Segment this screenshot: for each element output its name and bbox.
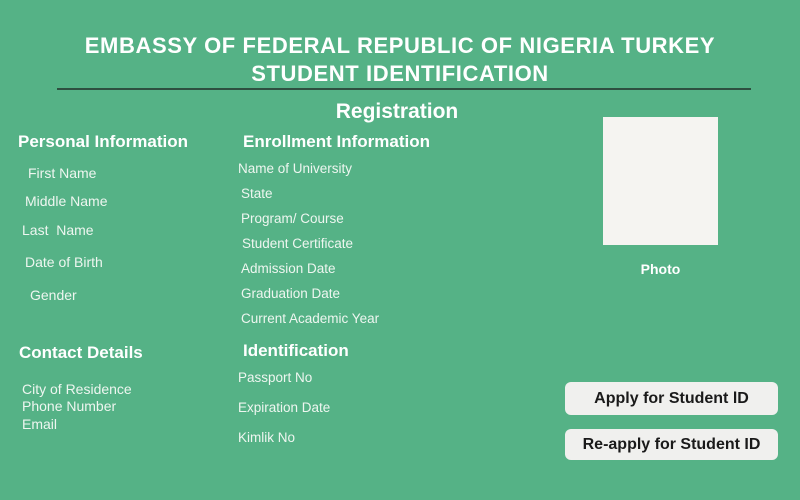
field-label-date-of-birth: Date of Birth	[25, 254, 103, 270]
page-title-line-2: STUDENT IDENTIFICATION	[251, 61, 549, 86]
field-label-state: State	[241, 186, 273, 201]
identification-heading: Identification	[243, 341, 349, 360]
reapply-student-id-button[interactable]: Re-apply for Student ID	[565, 429, 778, 460]
photo-placeholder	[603, 117, 718, 245]
registration-heading: Registration	[335, 100, 459, 123]
photo-label: Photo	[640, 261, 681, 277]
field-label-admission-date: Admission Date	[241, 261, 336, 276]
field-label-current-academic-year: Current Academic Year	[241, 311, 380, 326]
field-label-gender: Gender	[30, 287, 77, 303]
field-label-last-name: Last Name	[22, 222, 94, 238]
field-label-expiration-date: Expiration Date	[238, 400, 331, 415]
personal-information-heading: Personal Information	[18, 132, 189, 151]
field-label-name-of-university: Name of University	[238, 161, 353, 176]
field-label-email: Email	[22, 416, 58, 432]
enrollment-information-heading: Enrollment Information	[243, 132, 430, 151]
field-label-program-course: Program/ Course	[241, 211, 344, 226]
field-label-passport-no: Passport No	[238, 370, 313, 385]
apply-student-id-button[interactable]: Apply for Student lD	[565, 382, 778, 415]
field-label-student-certificate: Student Certificate	[242, 236, 354, 251]
field-label-graduation-date: Graduation Date	[241, 286, 341, 301]
field-label-middle-name: Middle Name	[25, 193, 108, 209]
field-label-city-of-residence: City of Residence	[22, 381, 132, 397]
header-divider	[57, 88, 751, 90]
page-title-line-1: EMBASSY OF FEDERAL REPUBLIC OF NIGERIA T…	[84, 33, 716, 58]
contact-details-heading: Contact Details	[19, 343, 143, 362]
field-label-phone-number: Phone Number	[22, 398, 117, 414]
field-label-first-name: First Name	[28, 165, 97, 181]
field-label-kimlik-no: Kimlik No	[238, 430, 296, 445]
